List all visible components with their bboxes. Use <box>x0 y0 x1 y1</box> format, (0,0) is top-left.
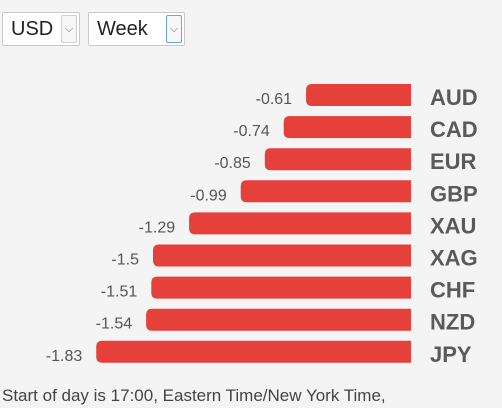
bar-aud <box>306 84 411 106</box>
category-label-chf: CHF <box>430 278 475 303</box>
value-label-cad: -0.74 <box>233 123 270 140</box>
bar-xag <box>153 244 411 267</box>
value-label-xau: -1.29 <box>139 219 176 236</box>
period-select[interactable]: Week ⌵ <box>88 12 185 46</box>
bar-chf <box>151 276 411 299</box>
category-label-xau: XAU <box>430 213 476 238</box>
bar-xau <box>189 212 411 235</box>
category-label-xag: XAG <box>430 246 478 271</box>
bar-jpy <box>96 340 412 363</box>
value-label-jpy: -1.83 <box>46 348 83 365</box>
value-label-xag: -1.5 <box>111 252 139 269</box>
bar-eur <box>264 148 411 171</box>
category-label-nzd: NZD <box>430 310 475 335</box>
category-label-jpy: JPY <box>430 342 472 367</box>
category-label-aud: AUD <box>430 85 478 110</box>
bar-cad <box>283 116 411 139</box>
category-label-cad: CAD <box>430 117 478 142</box>
time-note: Start of day is 17:00, Eastern Time/New … <box>2 386 386 405</box>
bar-nzd <box>146 308 411 331</box>
chevron-down-icon[interactable]: ⌵ <box>61 15 77 43</box>
value-label-gbp: -0.99 <box>190 187 227 204</box>
category-label-gbp: GBP <box>430 181 478 206</box>
currency-strength-chart: -0.61 AUD -0.74 CAD -0.85 EUR -0.99 GBP -1.29 XAU… <box>46 84 478 367</box>
currency-select-value: USD <box>11 18 54 40</box>
period-select-value: Week <box>97 18 148 40</box>
value-label-aud: -0.61 <box>256 91 293 108</box>
currency-select[interactable]: USD ⌵ <box>2 12 80 46</box>
bar-gbp <box>240 180 411 203</box>
value-label-chf: -1.51 <box>101 284 138 301</box>
chevron-down-icon[interactable]: ⌵ <box>166 15 182 43</box>
value-label-nzd: -1.54 <box>96 316 133 333</box>
value-label-eur: -0.85 <box>214 155 251 172</box>
category-label-eur: EUR <box>430 149 477 174</box>
